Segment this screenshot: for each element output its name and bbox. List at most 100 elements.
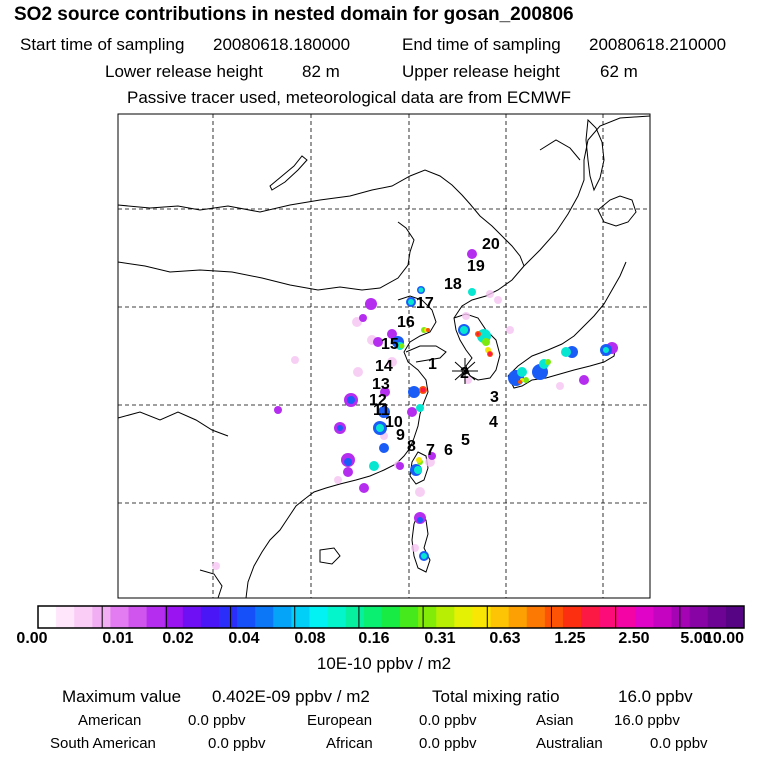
end-time-value: 20080618.210000 [589, 35, 727, 54]
trajectory-label-14: 14 [375, 358, 393, 375]
colorbar-tick-1: 0.01 [102, 630, 134, 647]
trajectory-label-12: 12 [369, 392, 387, 409]
colorbar-tick-0: 0.00 [16, 630, 48, 647]
trajectory-label-19: 19 [467, 258, 485, 275]
trajectory-label-11: 11 [373, 402, 390, 419]
max-value: 0.402E-09 ppbv / m2 [212, 687, 370, 706]
colorbar-swatch [309, 606, 329, 628]
contrib-american-name: American [78, 712, 142, 729]
upper-height-value: 62 m [600, 62, 638, 81]
start-time-value: 20080618.180000 [213, 35, 351, 54]
colorbar-swatch [128, 606, 148, 628]
colorbar-swatch [725, 606, 745, 628]
total-mixing-value: 16.0 ppbv [618, 687, 693, 706]
contrib-african-value: 0.0 ppbv [419, 735, 477, 752]
colorbar-swatch [255, 606, 274, 628]
map-frame [117, 113, 651, 599]
colorbar-swatch [671, 606, 691, 628]
total-mixing-label: Total mixing ratio [432, 687, 560, 706]
trajectory-label-4: 4 [489, 414, 498, 431]
trajectory-label-13: 13 [372, 376, 390, 393]
start-time-label: Start time of sampling [20, 35, 185, 54]
lat-lon-grid [118, 114, 650, 598]
colorbar-swatch [689, 606, 709, 628]
colorbar-tick-4: 0.08 [294, 630, 326, 647]
trajectory-label-10: 10 [385, 414, 403, 431]
lower-height-value: 82 m [302, 62, 340, 81]
colorbar-swatch [454, 606, 473, 628]
colorbar-swatch [74, 606, 93, 628]
colorbar-swatch [707, 606, 727, 628]
contrib-asian-value: 16.0 ppbv [614, 712, 680, 729]
contrib-australian-name: Australian [536, 735, 603, 752]
lower-height-label: Lower release height [105, 62, 263, 81]
colorbar-swatch [562, 606, 582, 628]
colorbar-swatch [599, 606, 618, 628]
trajectory-label-7: 7 [426, 442, 435, 459]
colorbar-swatch [110, 606, 130, 628]
colorbar-swatch [436, 606, 455, 628]
colorbar-swatch [92, 606, 111, 628]
colorbar-unit: 10E-10 ppbv / m2 [316, 654, 452, 673]
trajectory-label-5: 5 [461, 432, 470, 449]
colorbar-swatch [291, 606, 311, 628]
colorbar-swatch [237, 606, 256, 628]
upper-height-label: Upper release height [402, 62, 560, 81]
colorbar-swatch [508, 606, 528, 628]
contrib-african-name: African [326, 735, 373, 752]
colorbar-swatch [182, 606, 202, 628]
colorbar-swatch [38, 606, 57, 628]
model-note: Passive tracer used, meteorological data… [127, 88, 572, 107]
colorbar-swatch [381, 606, 401, 628]
colorbar-tick-2: 0.02 [162, 630, 194, 647]
trajectory-label-15: 15 [381, 336, 399, 353]
colorbar [37, 605, 745, 629]
colorbar-swatch [418, 606, 437, 628]
colorbar-swatch [635, 606, 654, 628]
colorbar-swatch [363, 606, 383, 628]
trajectory-label-3: 3 [490, 389, 499, 406]
max-value-label: Maximum value [62, 687, 182, 706]
colorbar-swatch [327, 606, 347, 628]
colorbar-swatch [400, 606, 419, 628]
concentration-field [212, 249, 618, 570]
contrib-australian-value: 0.0 ppbv [650, 735, 708, 752]
colorbar-tick-7: 0.63 [489, 630, 521, 647]
page-title: SO2 source contributions in nested domai… [14, 4, 574, 25]
contrib-european-value: 0.0 ppbv [419, 712, 477, 729]
colorbar-swatch [544, 606, 564, 628]
colorbar-swatch [345, 606, 365, 628]
colorbar-tick-8: 1.25 [554, 630, 586, 647]
colorbar-swatch [617, 606, 636, 628]
colorbar-tick-9: 2.50 [618, 630, 650, 647]
colorbar-swatch [526, 606, 546, 628]
contrib-south-american-value: 0.0 ppbv [208, 735, 266, 752]
end-time-label: End time of sampling [402, 35, 561, 54]
colorbar-swatch [490, 606, 510, 628]
contrib-american-value: 0.0 ppbv [188, 712, 246, 729]
trajectory-label-20: 20 [482, 236, 500, 253]
gosan-station-marker [452, 358, 478, 384]
colorbar-swatch [653, 606, 673, 628]
colorbar-tick-11: 10.00 [703, 630, 744, 647]
contrib-european-name: European [307, 712, 373, 729]
trajectory-label-6: 6 [444, 442, 453, 459]
trajectory-labels: 1 2 3 4 5 6 7 8 9 10 11 12 13 14 15 16 1… [369, 236, 500, 459]
trajectory-label-16: 16 [397, 314, 415, 331]
colorbar-swatch [472, 606, 492, 628]
colorbar-swatch [273, 606, 292, 628]
colorbar-swatch [581, 606, 600, 628]
colorbar-swatch [146, 606, 166, 628]
contrib-asian-name: Asian [536, 712, 574, 729]
colorbar-tick-10: 5.00 [680, 630, 712, 647]
colorbar-tick-5: 0.16 [358, 630, 390, 647]
colorbar-swatch [164, 606, 184, 628]
trajectory-label-2: 2 [460, 365, 469, 382]
trajectory-label-9: 9 [396, 427, 405, 444]
colorbar-swatch [56, 606, 75, 628]
coastlines [117, 115, 651, 599]
colorbar-swatch [219, 606, 238, 628]
trajectory-label-8: 8 [407, 438, 416, 455]
contrib-south-american-name: South American [50, 735, 156, 752]
